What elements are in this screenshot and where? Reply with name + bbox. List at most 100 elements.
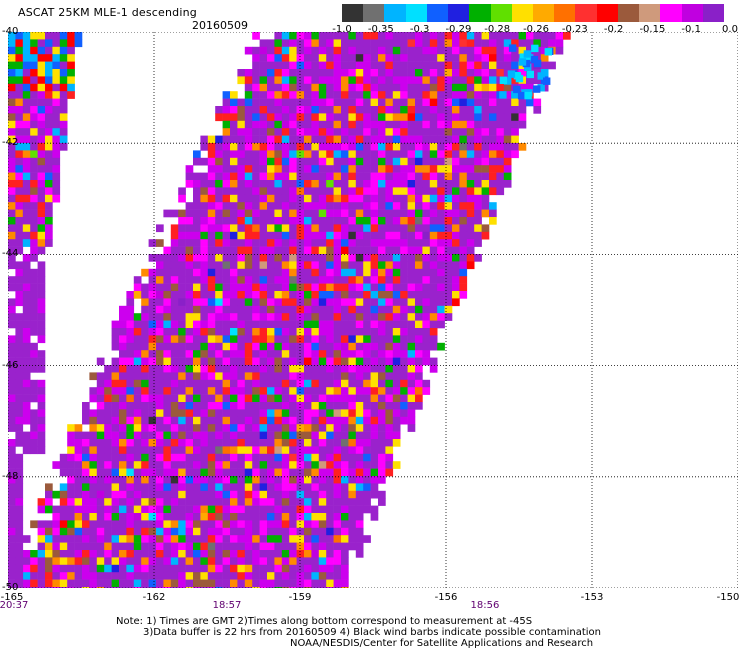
swath-cell <box>59 587 68 588</box>
swath-cell <box>111 527 120 536</box>
swath-cell <box>370 98 379 107</box>
swath-cell <box>237 476 246 484</box>
swath-cell <box>148 335 157 344</box>
swath-cell <box>141 283 149 292</box>
swath-cell <box>193 535 201 543</box>
swath-cell <box>370 350 379 358</box>
swath-cell <box>444 91 453 99</box>
swath-cell <box>111 542 120 551</box>
swath-cell <box>533 76 542 85</box>
swath-cell <box>281 313 290 321</box>
swath-cell <box>52 135 61 144</box>
swath-cell <box>178 305 186 314</box>
swath-cell <box>178 231 186 240</box>
swath-cell <box>289 453 297 462</box>
swath-cell <box>15 76 24 85</box>
swath-cell <box>496 46 505 55</box>
swath-cell <box>193 357 201 366</box>
swath-cell <box>311 246 320 255</box>
swath-cell <box>296 120 305 129</box>
swath-cell <box>170 231 179 240</box>
swath-cell <box>281 46 290 55</box>
swath-cell <box>59 579 68 588</box>
swath-cell <box>333 505 342 514</box>
swath-cell <box>52 165 61 173</box>
swath-cell <box>422 224 431 233</box>
swath-cell <box>200 572 209 580</box>
colorbar-segment <box>384 4 406 22</box>
swath-cell <box>274 135 283 144</box>
swath-cell <box>148 409 157 418</box>
swath-cell <box>289 135 297 144</box>
swath-cell <box>429 150 438 159</box>
swath-cell <box>230 490 238 499</box>
swath-cell <box>326 298 334 307</box>
swath-cell <box>148 283 157 292</box>
swath-cell <box>267 446 275 455</box>
swath-cell <box>311 409 320 418</box>
swath-cell <box>289 461 297 469</box>
swath-cell <box>281 231 290 240</box>
swath-cell <box>370 239 379 247</box>
swath-cell <box>274 32 283 40</box>
swath-cell <box>111 379 120 388</box>
swath-cell <box>333 535 342 543</box>
swath-cell <box>429 231 438 240</box>
swath-cell <box>141 572 149 580</box>
swath-cell <box>185 172 194 181</box>
swath-cell <box>363 46 371 55</box>
swath-cell <box>207 283 216 292</box>
swath-cell <box>378 239 386 247</box>
swath-cell <box>126 542 135 551</box>
swath-cell <box>348 76 357 85</box>
swath-cell <box>259 483 268 492</box>
swath-cell <box>178 402 186 410</box>
swath-cell <box>244 91 253 99</box>
swath-cell <box>459 120 468 129</box>
swath-cell <box>37 209 46 218</box>
swath-cell <box>22 113 31 122</box>
swath-cell <box>370 313 379 321</box>
swath-cell <box>15 128 24 136</box>
swath-cell <box>230 291 238 299</box>
swath-cell <box>481 202 490 210</box>
swath-cell <box>37 239 46 247</box>
swath-cell <box>422 379 431 388</box>
swath-cell <box>326 379 334 388</box>
swath-cell <box>348 431 357 440</box>
swath-cell <box>215 328 223 336</box>
swath-cell <box>289 113 297 122</box>
swath-cell <box>326 387 334 395</box>
swath-cell <box>355 113 364 122</box>
swath-cell <box>355 527 364 536</box>
swath-cell <box>333 180 342 188</box>
swath-cell <box>222 357 231 366</box>
swath-cell <box>252 409 260 418</box>
swath-cell <box>45 572 53 580</box>
swath-cell <box>96 453 105 462</box>
swath-cell <box>503 150 512 159</box>
swath-cell <box>311 165 320 173</box>
swath-cell <box>15 135 24 144</box>
swath-cell <box>74 564 83 573</box>
swath-cell <box>207 431 216 440</box>
swath-cell <box>237 587 246 588</box>
swath-cell <box>126 350 135 358</box>
swath-cell <box>230 416 238 425</box>
swath-cell <box>400 254 408 262</box>
swath-cell <box>8 69 16 77</box>
swath-cell <box>104 476 112 484</box>
swath-cell <box>15 246 24 255</box>
swath-cell <box>429 157 438 166</box>
swath-cell <box>378 305 386 314</box>
swath-cell <box>96 416 105 425</box>
swath-cell <box>267 283 275 292</box>
swath-cell <box>274 91 283 99</box>
swath-cell <box>37 180 46 188</box>
swath-cell <box>200 424 209 432</box>
swath-cell <box>156 342 164 351</box>
swath-cell <box>437 46 445 55</box>
swath-cell <box>267 564 275 573</box>
swath-cell <box>429 61 438 70</box>
swath-cell <box>170 350 179 358</box>
